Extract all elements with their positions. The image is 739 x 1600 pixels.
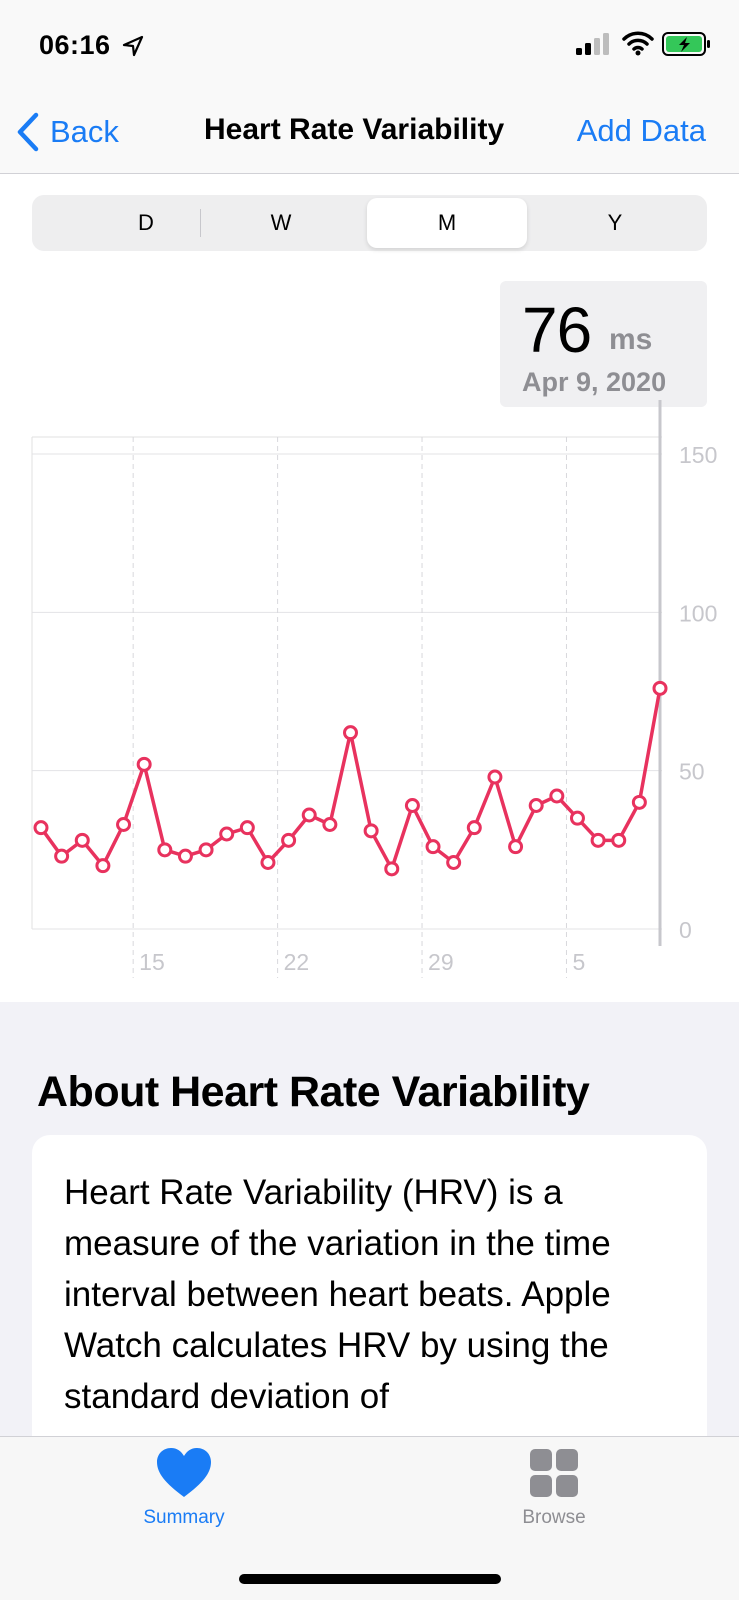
data-point	[590, 832, 606, 848]
readout-value: 76	[522, 294, 592, 366]
data-point	[136, 756, 152, 772]
x-tick-label: 29	[428, 949, 454, 975]
y-tick-label: 50	[679, 759, 705, 785]
segment-day[interactable]: D	[138, 210, 154, 235]
back-label: Back	[50, 114, 119, 149]
data-point	[177, 848, 193, 864]
data-point	[446, 855, 462, 870]
data-point	[33, 820, 49, 836]
data-point	[363, 823, 379, 839]
data-point	[54, 848, 70, 864]
home-indicator	[239, 1574, 501, 1584]
data-point	[219, 826, 235, 842]
data-point	[631, 794, 647, 810]
data-point	[322, 817, 338, 832]
segment-month[interactable]: M	[367, 198, 527, 248]
y-tick-label: 150	[679, 442, 717, 468]
location-arrow-icon	[122, 35, 144, 57]
selected-value-readout: 76 ms Apr 9, 2020	[500, 281, 707, 407]
status-bar: 06:16	[0, 0, 739, 92]
data-point	[487, 769, 503, 785]
chevron-left-icon	[17, 112, 39, 152]
readout-date: Apr 9, 2020	[522, 367, 667, 397]
data-point	[260, 855, 276, 870]
data-point	[281, 832, 297, 848]
navigation-bar: Back Heart Rate Variability Add Data	[0, 92, 739, 174]
page-title: Heart Rate Variability	[204, 113, 505, 146]
y-tick-label: 0	[679, 917, 692, 943]
segment-week[interactable]: W	[270, 210, 292, 235]
battery-charging-icon	[662, 32, 710, 56]
tab-summary-label: Summary	[143, 1507, 225, 1528]
tab-browse[interactable]: Browse	[474, 1447, 634, 1537]
data-point	[301, 807, 317, 823]
segment-year[interactable]: Y	[607, 210, 623, 235]
add-data-button[interactable]: Add Data	[576, 113, 706, 148]
heart-icon	[157, 1448, 211, 1497]
tab-bar: Summary Browse	[0, 1436, 739, 1600]
data-point	[611, 832, 627, 848]
data-point	[549, 788, 565, 804]
data-point	[198, 842, 214, 858]
x-tick-label: 15	[139, 949, 165, 975]
readout-unit: ms	[609, 323, 653, 356]
tab-browse-label: Browse	[522, 1507, 586, 1528]
grid-icon	[530, 1449, 578, 1497]
tab-summary[interactable]: Summary	[104, 1447, 264, 1537]
data-point	[508, 839, 524, 855]
data-point	[157, 842, 173, 858]
data-point	[569, 810, 585, 826]
hrv-chart[interactable]: 150 100 50 0 15 22 29 5	[0, 400, 739, 990]
time-range-segmented-control: D W M Y	[32, 195, 707, 251]
y-tick-label: 100	[679, 600, 717, 626]
status-time: 06:16	[39, 30, 111, 60]
hrv-chart-svg: 150 100 50 0 15 22 29 5	[31, 400, 717, 978]
about-text: Heart Rate Variability (HRV) is a measur…	[64, 1173, 611, 1416]
about-card: Heart Rate Variability (HRV) is a measur…	[32, 1135, 707, 1465]
about-title: About Heart Rate Variability	[37, 1068, 590, 1116]
x-tick-label: 22	[284, 949, 310, 975]
data-point	[466, 820, 482, 836]
data-point	[239, 820, 255, 836]
data-point	[116, 817, 132, 832]
data-point	[95, 858, 111, 874]
x-tick-label: 5	[572, 949, 585, 975]
hrv-series-line	[39, 688, 662, 871]
data-point	[343, 725, 358, 741]
data-point	[384, 861, 400, 877]
data-point	[652, 680, 668, 696]
data-point	[425, 839, 441, 855]
back-button[interactable]: Back	[14, 110, 119, 154]
data-point	[528, 798, 544, 813]
cellular-signal-icon	[576, 33, 609, 55]
segment-divider	[200, 209, 201, 237]
data-point	[404, 798, 420, 813]
wifi-icon	[622, 31, 654, 56]
data-point	[74, 832, 90, 848]
